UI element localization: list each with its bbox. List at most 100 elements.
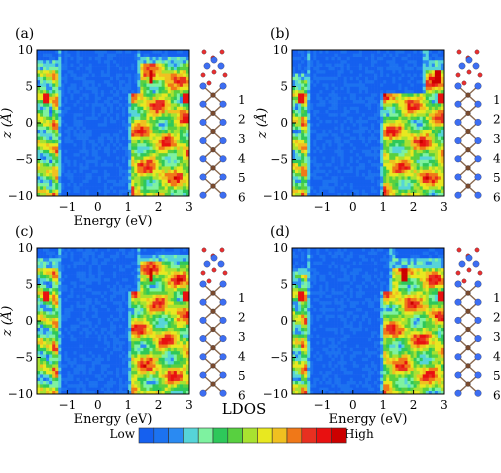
ldos-cell [43,248,47,252]
ldos-cell [58,79,62,84]
ldos-cell [40,59,44,64]
ldos-cell [116,99,120,104]
ldos-cell [155,106,159,111]
ldos-cell [364,109,369,114]
ldos-cell [146,179,150,184]
ldos-cell [128,139,132,144]
ldos-cell [292,136,296,140]
ldos-cell [103,179,108,184]
ldos-cell [295,179,299,184]
ldos-cell [389,63,393,67]
ldos-cell [100,149,105,154]
ldos-cell [61,301,65,305]
ldos-cell [392,89,396,94]
ldos-cell [392,59,396,64]
ldos-cell [425,109,430,114]
ldos-cell [364,146,369,150]
y-tick-label: −5 [270,153,288,167]
ldos-cell [97,66,102,71]
ldos-cell [416,103,420,107]
ldos-cell [161,113,165,117]
ldos-cell [404,176,408,180]
ldos-cell [37,291,41,295]
ldos-cell [158,126,162,130]
ldos-cell [164,149,169,154]
ldos-cell [407,79,411,84]
ldos-cell [58,317,62,322]
ldos-cell [113,186,117,190]
ldos-cell [67,93,71,97]
ldos-cell [371,53,375,57]
ldos-cell [182,146,187,150]
ldos-cell [170,149,175,154]
ldos-cell [152,93,156,97]
ldos-cell [334,192,338,197]
ldos-cell [164,139,169,144]
ldos-cell [128,159,132,164]
ldos-cell [413,146,417,150]
ldos-cell [128,50,132,54]
ldos-cell [349,83,354,87]
ldos-cell [176,99,181,104]
atom [454,82,462,90]
ldos-cell [340,149,344,154]
ldos-cell [364,113,369,117]
ldos-cell [146,89,150,94]
ldos-cell [140,116,144,120]
ldos-cell [91,106,96,111]
ldos-cell [100,89,105,94]
ldos-cell [61,113,65,117]
ldos-cell [346,162,351,167]
ldos-cell [410,83,414,87]
ldos-cell [179,53,184,57]
ldos-cell [374,99,378,104]
ldos-cell [49,63,53,67]
ldos-cell [152,116,156,120]
ldos-cell [398,159,402,164]
ldos-cell [337,152,341,157]
ldos-cell [76,176,80,180]
ldos-cell [149,186,153,190]
ldos-cell [52,307,56,312]
ldos-cell [158,69,162,74]
ldos-cell [82,189,86,193]
ldos-cell [340,76,344,81]
ldos-cell [40,162,44,167]
ldos-cell [79,76,83,81]
ldos-cell [176,192,181,197]
ldos-cell [152,176,156,180]
ldos-cell [91,83,96,87]
ldos-cell [319,182,323,187]
ldos-cell [173,109,178,114]
ldos-cell [328,63,332,67]
ldos-cell [355,179,360,184]
ldos-cell [43,116,47,120]
ldos-cell [398,192,402,197]
ldos-cell [125,106,129,111]
ldos-cell [158,156,162,160]
ldos-cell [374,152,378,157]
ldos-cell [346,176,351,180]
ldos-cell [85,116,89,120]
ldos-cell [301,50,305,54]
ldos-cell [52,192,56,197]
ldos-cell [82,152,86,157]
ldos-cell [140,152,144,157]
ldos-cell [316,83,320,87]
ldos-cell [304,69,308,74]
ldos-cell [319,79,323,84]
ldos-cell [328,73,332,77]
ldos-cell [398,106,402,111]
ldos-cell [355,166,360,170]
ldos-cell [440,179,445,184]
ldos-cell [167,109,172,114]
ldos-cell [368,116,372,120]
ldos-cell [319,189,323,193]
atom [199,82,207,90]
ldos-cell [437,106,442,111]
ldos-cell [61,387,65,391]
ldos-cell [70,182,74,187]
ldos-cell [368,76,372,81]
ldos-cell [52,132,56,137]
ldos-cell [37,294,41,299]
